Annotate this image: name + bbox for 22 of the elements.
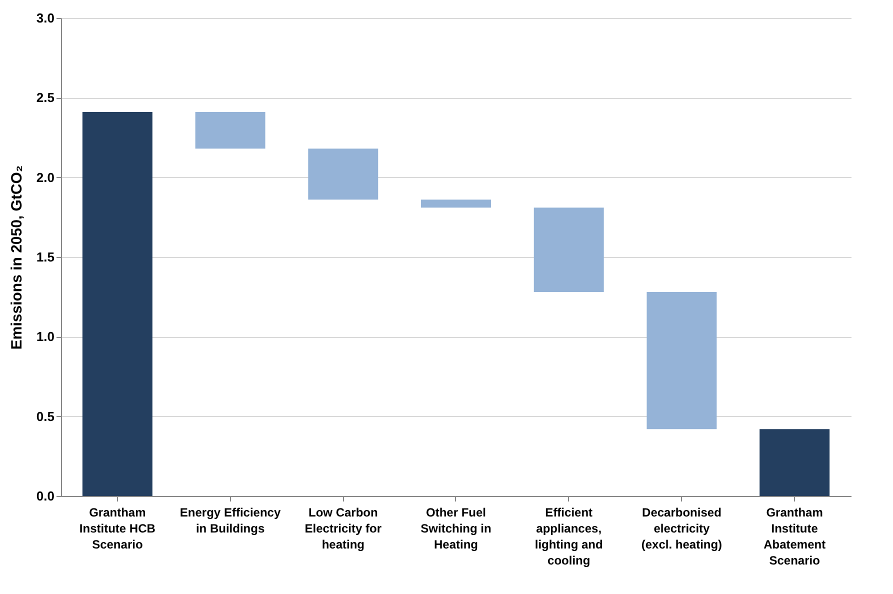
bar	[760, 429, 830, 496]
x-tick-label: Decarbonised electricity (excl. heating)	[641, 506, 722, 552]
y-tick-label: 2.5	[36, 90, 54, 106]
bar	[82, 112, 152, 496]
y-tick-label: 0.5	[36, 408, 54, 424]
x-tick-label: Grantham Institute Abatement Scenario	[764, 506, 826, 568]
y-tick-label: 1.5	[36, 250, 54, 264]
y-tick-label: 1.0	[36, 329, 54, 344]
y-tick-label: 3.0	[36, 10, 54, 26]
y-axis-title: Emissions in 2050, GtCO₂	[8, 165, 26, 350]
x-tick-label: Other Fuel Switching in Heating	[420, 506, 492, 552]
x-tick-label: Efficient appliances, lighting and cooling	[534, 506, 603, 568]
x-tick-label: Grantham Institute HCB Scenario	[79, 506, 156, 552]
bar	[534, 208, 604, 292]
bar	[646, 292, 717, 430]
x-tick-label: Low Carbon Electricity for heating	[304, 506, 382, 552]
y-tick-label: 2.0	[36, 170, 54, 185]
x-tick-label: Energy Efficiency in Buildings	[180, 506, 281, 536]
bar	[421, 200, 491, 208]
bar	[308, 148, 378, 200]
y-tick-label: 0.0	[36, 488, 54, 504]
bar	[195, 112, 266, 149]
